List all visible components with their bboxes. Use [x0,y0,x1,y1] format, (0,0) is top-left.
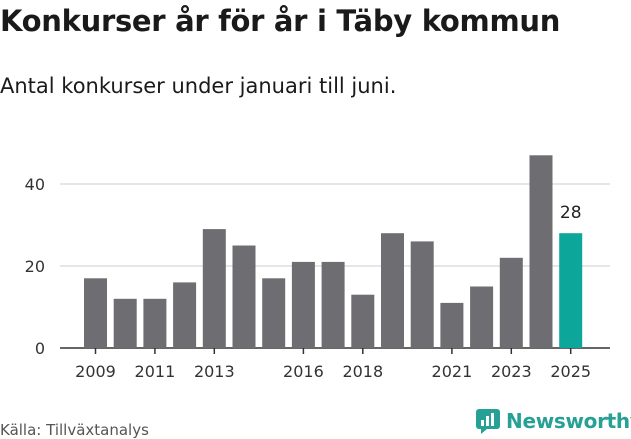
x-tick-label: 2023 [491,362,532,381]
data-labels: 28 [560,203,582,223]
bar-2012 [173,282,197,348]
bar-2016 [291,261,315,348]
y-tick-label: 40 [25,175,45,194]
x-tick-label: 2018 [342,362,383,381]
y-axis-ticks: 0 20 40 [25,175,45,358]
x-tick-label: 2025 [550,362,591,381]
bar-2015 [262,278,286,348]
x-tick-label: 2013 [194,362,235,381]
bar-2017 [321,261,345,348]
bar-chart: 28 0 20 40 2009 2011 2013 2016 2018 2021 2023 202… [25,155,610,381]
bar-2009 [84,278,107,348]
bar-2018 [351,294,375,348]
brand-logo[interactable]: Newsworthy [475,408,631,434]
bar-2011 [143,298,167,348]
newsworthy-logo-icon [476,409,500,434]
bar-2025 [559,233,583,348]
y-tick-label: 0 [35,339,45,358]
x-tick-label: 2009 [75,362,116,381]
bar-2020 [410,241,434,348]
bar-2023 [499,257,523,348]
chart-subtitle: Antal konkurser under januari till juni. [0,74,397,98]
bar-2010 [113,298,137,348]
bar-2022 [470,286,494,348]
bar-2024 [529,155,553,348]
x-tick-label: 2021 [432,362,473,381]
x-tick-label: 2016 [283,362,324,381]
bar-2019 [381,233,404,348]
brand-name: Newsworthy [506,409,631,433]
bar-2013 [202,229,226,348]
x-tick-label: 2011 [135,362,176,381]
y-tick-label: 20 [25,257,45,276]
bars [84,155,583,348]
data-label-highlight: 28 [560,203,582,223]
bar-2021 [440,302,464,348]
source-note: Källa: Tillväxtanalys [0,421,149,439]
chart-title: Konkurser år för år i Täby kommun [0,4,561,38]
x-axis-ticks: 2009 2011 2013 2016 2018 2021 2023 2025 [75,348,591,381]
bar-2014 [232,245,256,348]
